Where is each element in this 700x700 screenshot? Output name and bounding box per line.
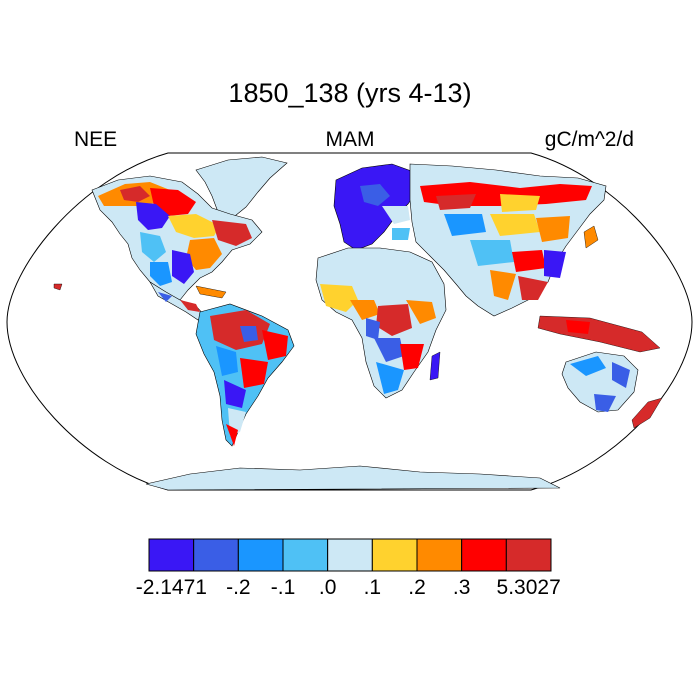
patch [224,380,246,408]
patch [500,194,540,212]
hawaii [53,283,63,291]
patch [212,220,252,246]
patch [406,300,436,324]
patch [172,250,194,284]
patch [350,300,380,320]
patch [594,394,616,412]
patch [612,362,630,388]
colorbar-swatch [327,538,373,572]
patch [518,276,548,300]
patch [360,184,390,206]
patch [366,318,380,340]
patch [186,238,222,270]
patch [566,320,590,334]
new-zealand [631,397,663,429]
patch [490,270,516,300]
colorbar-swatch [237,538,284,572]
south-america [195,303,295,447]
europe-africa [315,163,447,399]
colorbar-tick-label: .2 [408,576,426,599]
patch [240,358,268,388]
north-america [91,156,288,321]
colorbar-swatch [505,538,552,572]
colorbar-tick-label: -.2 [226,576,251,599]
colorbar-tick-label: .0 [318,576,337,599]
patch [512,250,546,272]
colorbar-tick-label: -2.1471 [135,576,207,599]
colorbar-swatch [371,538,418,572]
patch [136,202,170,230]
patch [392,228,410,240]
europe-land [333,163,419,251]
colorbar-swatch [461,538,507,572]
colorbar-swatch [282,538,329,572]
patch [262,330,288,360]
madagascar [429,351,441,381]
colorbar-tick-label: .3 [452,576,471,599]
patch [470,240,514,266]
colorbar-swatch [416,538,463,572]
season-label: MAM [325,128,375,151]
patch [374,338,404,362]
units-label: gC/m^2/d [544,128,634,151]
north-america-land [91,175,263,301]
antarctica [145,465,561,491]
colorbar-swatch [193,538,239,572]
patch [544,250,566,278]
patch [536,216,570,242]
australia [561,351,663,429]
japan [583,225,599,249]
variable-label: NEE [74,128,118,151]
patch [436,194,476,210]
patch [226,424,238,446]
patch [400,344,424,370]
colorbar-tick-label: 5.3027 [496,576,561,599]
patch [158,292,172,302]
patch [240,326,258,342]
patch [382,206,410,224]
patch [140,232,166,262]
patch [570,356,606,376]
patch [376,362,404,394]
patch [180,300,200,312]
patch [320,284,358,312]
patch [444,214,486,236]
patch [168,214,220,238]
patch [376,304,412,336]
colorbar-tick-label: -.1 [270,576,296,599]
colorbar-tick-label: .1 [363,576,382,599]
greenland [195,156,288,221]
map-title: 1850_138 (yrs 4-13) [228,78,472,108]
asia [409,163,661,353]
patch [150,262,172,286]
patch [216,346,238,376]
colorbar-swatch [148,538,195,572]
patch [120,186,150,202]
patch [490,214,540,236]
caribbean [195,285,227,299]
